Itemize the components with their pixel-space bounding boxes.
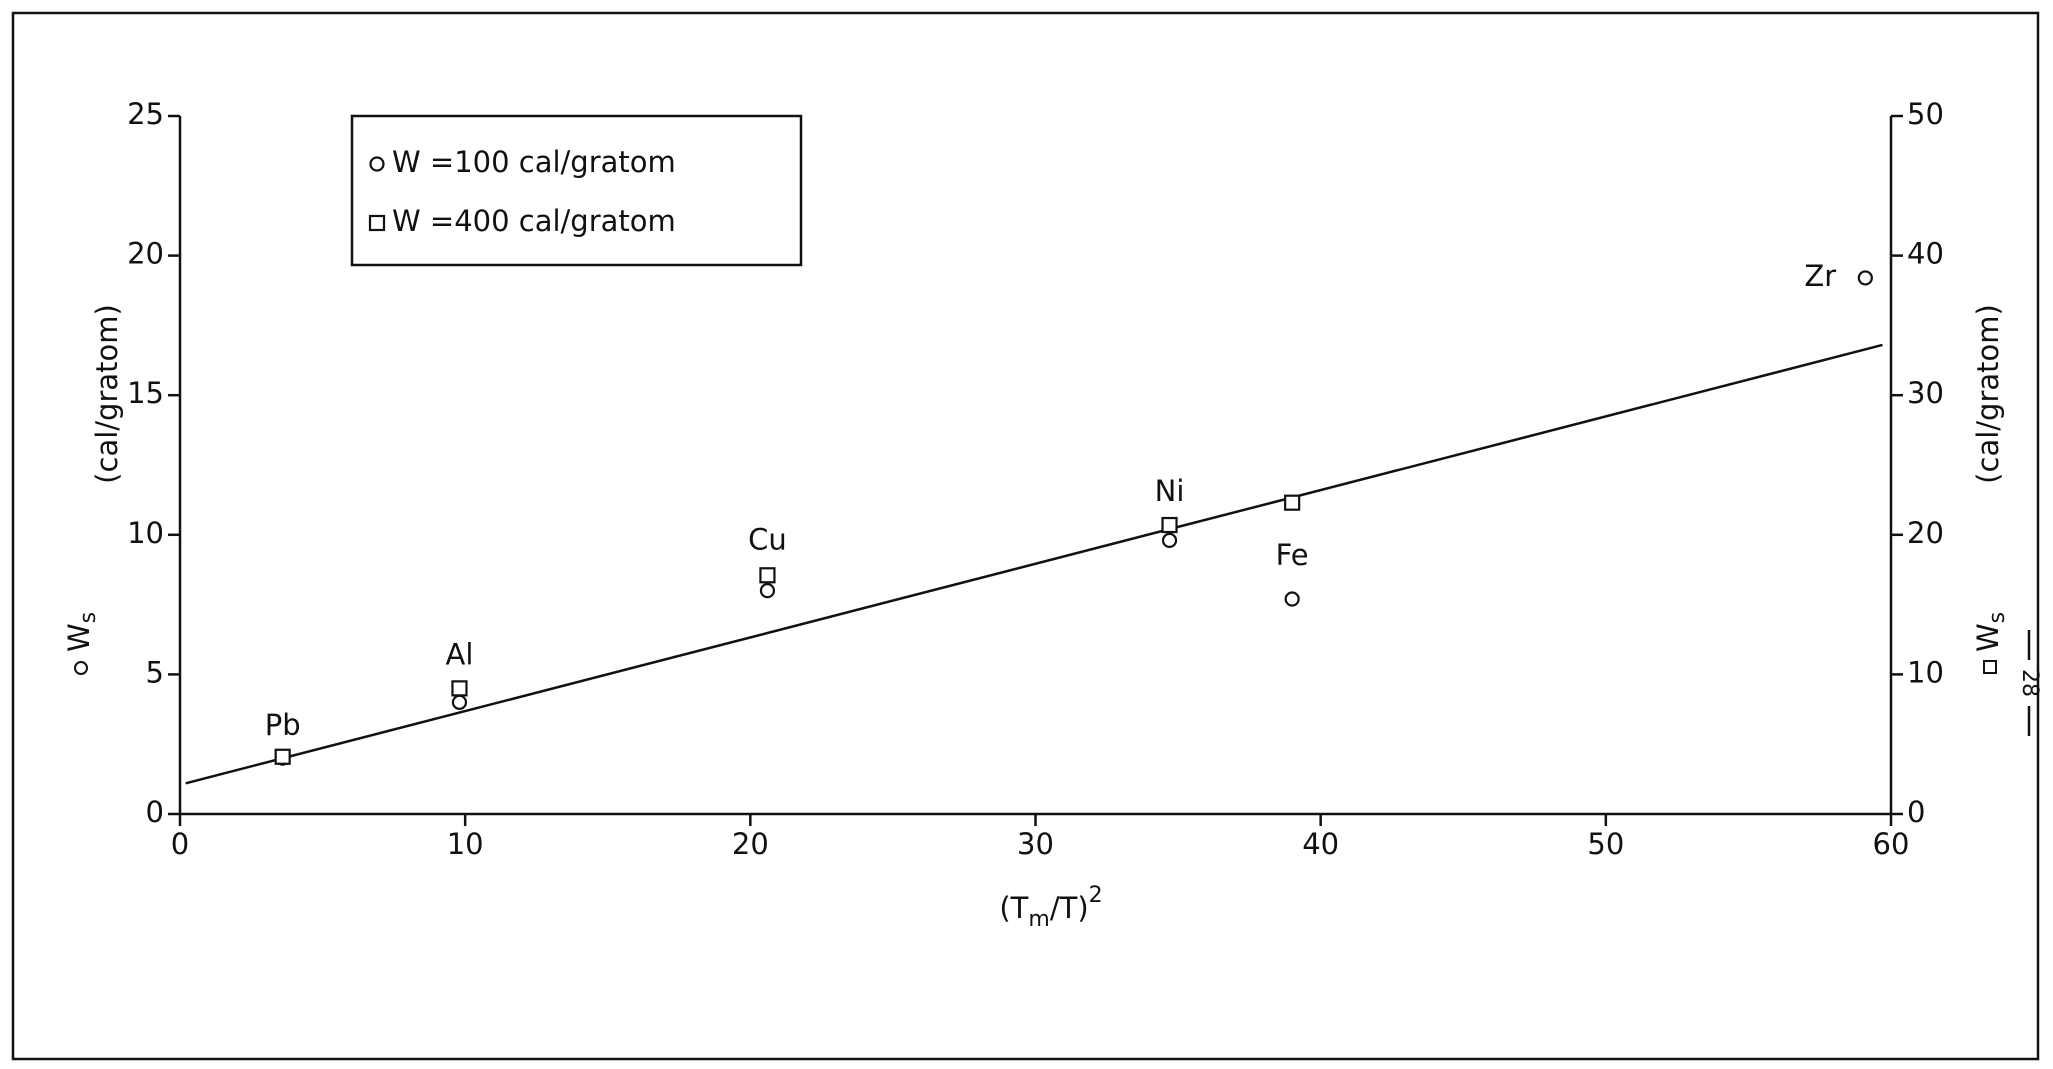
y2-axis-symbol: Ws [1971,612,2010,652]
circle-point [1284,591,1300,607]
x-tick-label: 30 [1017,827,1054,861]
x-label-part: (T [999,891,1028,925]
point-label: Cu [748,522,787,556]
y2-tick-label: 10 [1907,655,1944,689]
point-label: Zr [1804,259,1836,293]
circle-point [451,694,468,710]
y-axis-label: (cal/gratom) [90,304,124,484]
legend-marker [369,156,385,172]
circle-point [1857,270,1873,286]
x-label-sub: m [1028,907,1049,932]
x-label-part: /T) [1050,891,1089,925]
legend-label: W =100 cal/gratom [392,145,676,179]
square-point [274,748,291,765]
y2-tick-label: 50 [1907,97,1944,131]
y2-tick-label: 20 [1907,516,1944,550]
y-tick-label: 10 [127,516,164,550]
y2-symbol: W [1971,623,2005,652]
y-tick-label: 20 [127,237,164,271]
legend-box [350,114,803,267]
legend-label: W =400 cal/gratom [392,204,676,238]
y-symbol: W [62,623,96,652]
y-tick-label: 0 [146,795,164,829]
point-label: Ni [1155,474,1185,508]
x-tick-label: 50 [1587,827,1624,861]
x-tick-label: 10 [447,827,484,861]
circle-point [1161,532,1178,548]
fit-line [185,343,1883,785]
y2-axis-label: (cal/gratom) [1971,304,2005,484]
x-tick-label: 20 [732,827,769,861]
square-point [759,567,776,584]
y2-tick-label: 0 [1907,795,1925,829]
x-tick-label: 0 [171,827,189,861]
y-tick-label: 5 [146,655,164,689]
x-label-sup: 2 [1089,883,1103,908]
y-axis-symbol: Ws [62,612,101,652]
y-symbol-sub: s [76,612,101,623]
page-frame [11,11,2040,1061]
y2-symbol-sub: s [1985,612,2010,623]
y-tick-label: 25 [127,97,164,131]
point-label: Fe [1276,538,1309,572]
y2-tick-label: 30 [1907,376,1944,410]
y2-label-marker [1983,660,1997,674]
x-tick-label: 40 [1302,827,1339,861]
point-label: Al [446,637,474,671]
y-label-marker [74,661,88,675]
page-number: 28 [2017,669,2042,697]
square-point [451,680,468,697]
y-tick-label: 15 [127,376,164,410]
point-label: Pb [265,708,301,742]
square-point [1284,494,1301,511]
legend-marker [368,214,386,232]
square-point [1161,516,1178,534]
x-axis-label: (Tm/T)2 [999,883,1102,932]
circle-point [759,583,776,599]
y2-tick-label: 40 [1907,237,1944,271]
x-tick-label: 60 [1873,827,1910,861]
